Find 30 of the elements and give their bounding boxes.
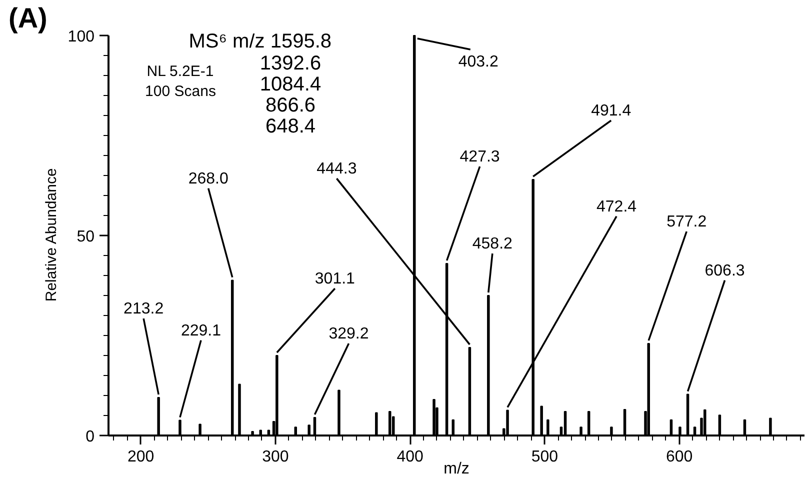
- y-tick-label: 100: [68, 28, 95, 46]
- annotation: 1084.4: [260, 74, 322, 96]
- annotation: 866.6: [265, 94, 316, 116]
- y-tick-label: 0: [86, 428, 95, 446]
- annotation: 213.2: [124, 300, 164, 318]
- annotation: 491.4: [591, 102, 632, 120]
- annotation: NL 5.2E-1: [146, 63, 214, 80]
- annotation: 1392.6: [260, 52, 322, 74]
- annotation: 403.2: [458, 54, 498, 70]
- annotation: 301.1: [314, 270, 356, 288]
- annotation: 427.3: [460, 148, 500, 166]
- annotation: 329.2: [328, 326, 369, 342]
- annotation: 648.4: [265, 116, 316, 138]
- x-tick-label: 500: [531, 448, 558, 466]
- y-tick-label: 50: [76, 228, 95, 246]
- chart-title: (A): [8, 2, 48, 34]
- annotation: 100 Scans: [145, 83, 216, 100]
- annotation: 268.0: [188, 170, 228, 188]
- annotation: 229.1: [180, 322, 222, 340]
- annotation: 606.3: [704, 262, 745, 280]
- annotation: 458.2: [472, 236, 513, 252]
- y-axis-title: Relative Abundance: [42, 168, 60, 302]
- annotation: 444.3: [316, 160, 357, 178]
- annotation: 577.2: [666, 214, 707, 230]
- x-axis-title: m/z: [444, 460, 470, 477]
- x-tick-label: 600: [666, 448, 693, 466]
- x-tick-label: 300: [262, 448, 289, 466]
- annotation: 472.4: [596, 198, 637, 216]
- x-tick-label: 400: [396, 448, 424, 466]
- x-tick-label: 200: [127, 448, 154, 466]
